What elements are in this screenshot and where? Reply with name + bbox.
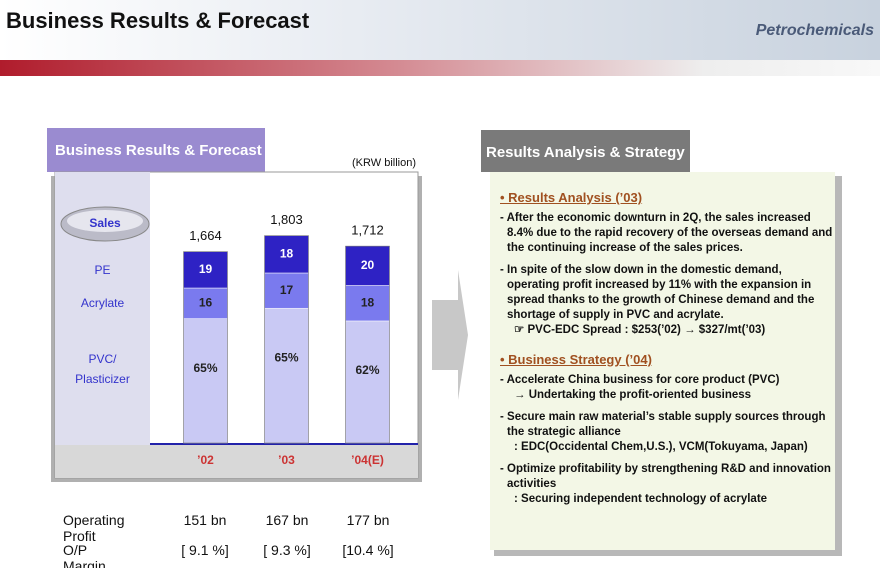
table-cell: 151 bn (183, 512, 227, 528)
item-text: - Optimize profitability by strengthenin… (500, 463, 831, 490)
item-sub: : Securing independent technology of acr… (514, 493, 768, 505)
list-item: - After the economic downturn in 2Q, the… (500, 211, 834, 256)
sales-ellipse-hl (67, 210, 143, 232)
row-label: Operating Profit (63, 512, 125, 544)
table-cell: [10.4 %] (342, 542, 394, 558)
total-label: 1,712 (351, 223, 384, 238)
segment-label: 16 (199, 295, 213, 309)
section-heading: • Business Strategy (’04) (500, 352, 652, 367)
segment-label: 20 (361, 258, 375, 272)
x-tick-label: ’02 (197, 453, 214, 467)
list-item: - Secure main raw material’s stable supp… (500, 410, 834, 455)
item-sub: : EDC(Occidental Chem,U.S.), VCM(Tokuyam… (514, 441, 808, 453)
unit-label: (KRW billion) (352, 157, 416, 169)
panel-box (490, 172, 835, 550)
segment-label: 65% (193, 361, 217, 375)
list-item: - Accelerate China business for core pro… (500, 373, 834, 403)
segment-label: 17 (280, 283, 294, 297)
bar-total (264, 235, 309, 444)
row-label: O/P Margin (%) (63, 542, 106, 568)
item-text: - After the economic downturn in 2Q, the… (500, 212, 833, 254)
bar-segment (264, 235, 309, 274)
section-label: Petrochemicals (755, 22, 874, 39)
bar-total (345, 245, 390, 444)
segment-label: 19 (199, 262, 213, 276)
item-text: - Accelerate China business for core pro… (500, 374, 780, 386)
table-cell: [ 9.3 %] (263, 542, 311, 558)
arrow (432, 270, 468, 400)
bar-segment (183, 318, 228, 444)
header-stripe (0, 60, 880, 76)
item-text: - Secure main raw material’s stable supp… (500, 411, 826, 438)
section-heading: • Results Analysis (’03) (500, 190, 643, 205)
panel-title-box (481, 130, 690, 172)
slide-title: Business Results & Forecast (6, 8, 310, 33)
bar-segment (183, 251, 228, 289)
bar-segment (345, 285, 390, 322)
header-bar (0, 0, 880, 60)
segment-label: 62% (355, 363, 379, 377)
bar-segment (345, 245, 390, 286)
segment-label: 18 (361, 295, 375, 309)
segment-label: 65% (274, 350, 298, 364)
bar-total (183, 251, 228, 444)
category-strip (55, 445, 418, 478)
panel-title: Results Analysis & Strategy (486, 144, 685, 161)
total-label: 1,803 (270, 212, 303, 227)
item-sub: ☞ PVC-EDC Spread : $253(’02) → $327/mt(’… (514, 324, 766, 336)
legend-label: Acrylate (80, 296, 125, 311)
table-cell: [ 9.1 %] (181, 542, 229, 558)
bar-segment (264, 307, 309, 444)
total-label: 1,664 (189, 228, 222, 243)
item-text: - In spite of the slow down in the domes… (500, 264, 815, 321)
row-label: Sales (89, 216, 121, 230)
table-cell: 177 bn (346, 512, 390, 528)
list-item: - Optimize profitability by strengthenin… (500, 462, 834, 507)
list-item: - In spite of the slow down in the domes… (500, 263, 834, 338)
x-tick-label: ’04(E) (351, 453, 384, 467)
title-box (47, 128, 265, 172)
x-tick-label: ’03 (278, 453, 295, 467)
legend-label: PVC/ Plasticizer (75, 351, 130, 386)
chart-title: Business Results & Forecast (55, 142, 262, 159)
segment-label: 18 (280, 246, 294, 260)
legend-label: PE (94, 262, 111, 277)
item-sub: → Undertaking the profit-oriented busine… (514, 389, 752, 401)
bar-segment (264, 272, 309, 309)
panel-text: • Results Analysis (’03) - After the econ… (500, 190, 834, 514)
bar-segment (345, 320, 390, 444)
table-cell: 167 bn (265, 512, 309, 528)
